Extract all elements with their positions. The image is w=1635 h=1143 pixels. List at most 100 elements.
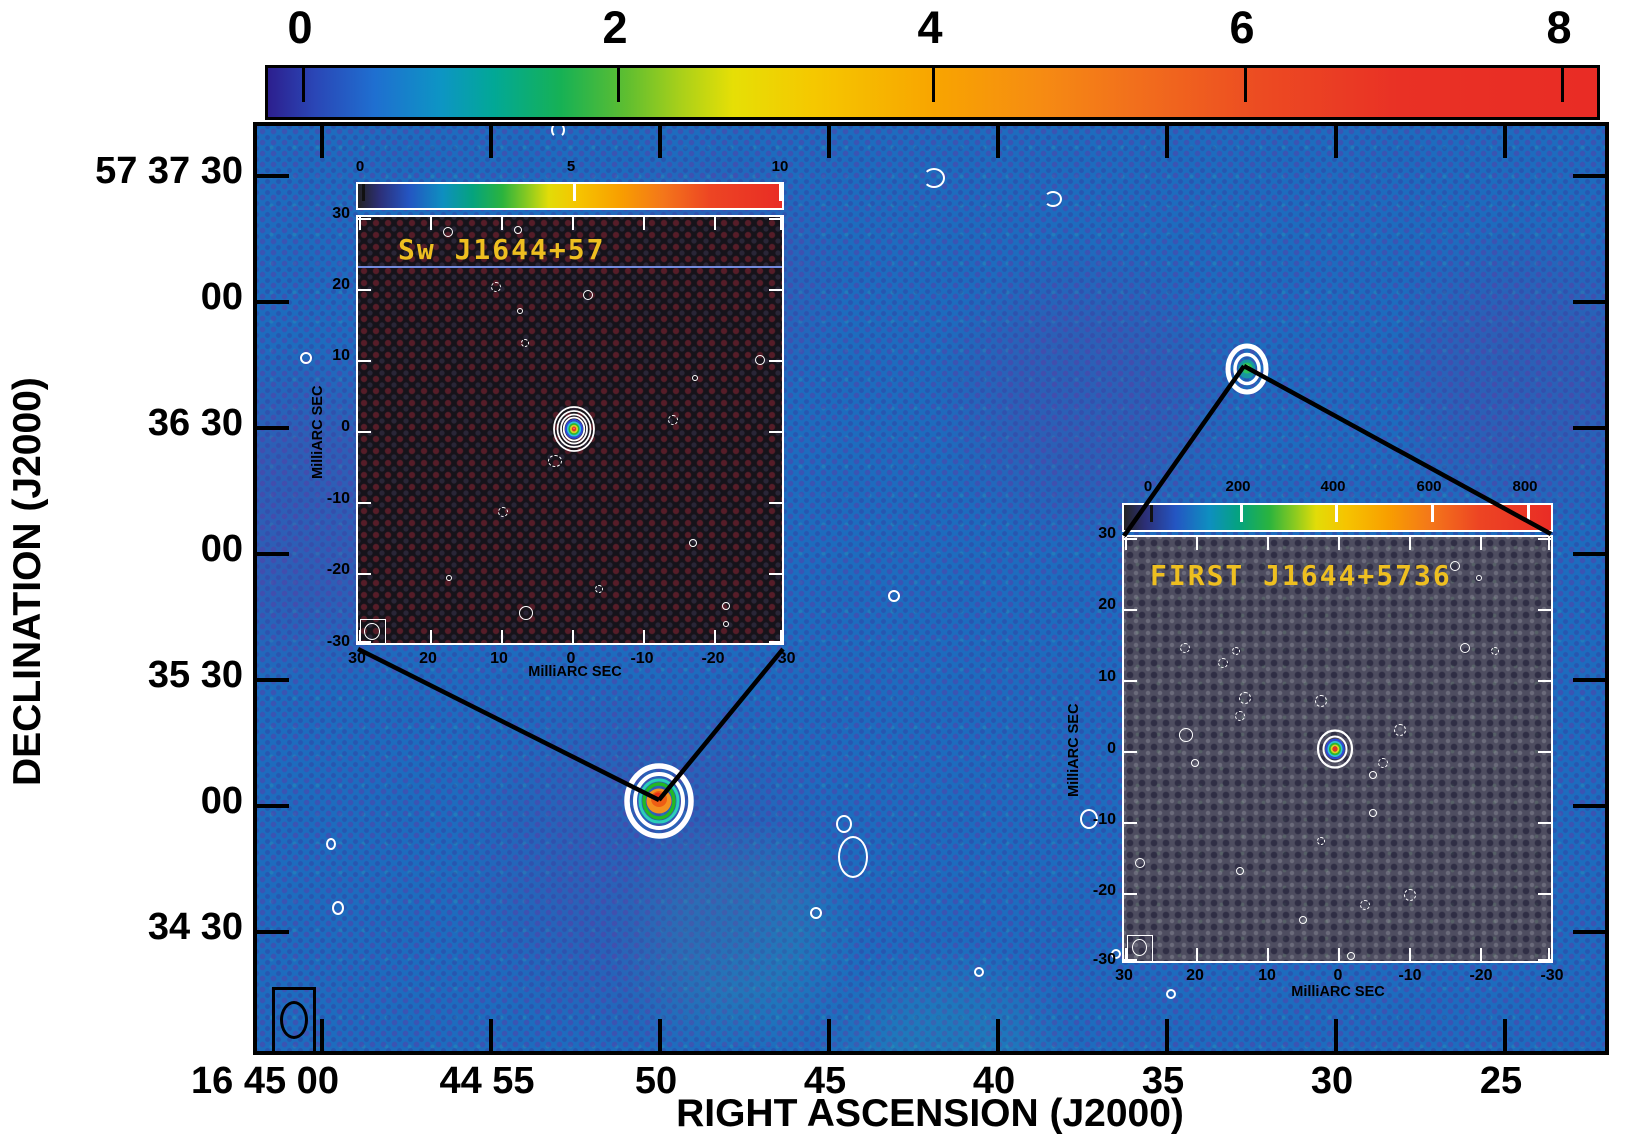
inset-first-colorbar-label: 600: [1416, 478, 1442, 495]
contour-noise: [443, 227, 453, 237]
dec-tick: [1573, 426, 1605, 430]
contour-noise: [722, 602, 730, 610]
contour-noise: [1179, 728, 1193, 742]
contour-noise: [1191, 759, 1199, 767]
ra-tick-label: 16 45 00: [191, 1060, 339, 1102]
ra-tick-label: 44 55: [439, 1060, 535, 1102]
inset-first-x-label: -30: [1540, 967, 1564, 984]
dec-tick: [1573, 552, 1605, 556]
contour-noise: [1317, 837, 1325, 845]
dec-tick-label: 00: [200, 780, 243, 822]
inset-tick: [1124, 751, 1137, 753]
inset-vlbi-y-label: 0: [341, 418, 350, 435]
ra-tick-label: 40: [972, 1060, 1016, 1102]
colorbar-tick: [301, 68, 305, 102]
inset-tick: [1538, 893, 1551, 895]
contour-noise: [888, 590, 900, 602]
inset-vlbi-colorbar-label: 5: [566, 158, 576, 175]
inset-colorbar-tick: [1527, 505, 1530, 522]
contour-noise: [1369, 771, 1377, 779]
inset-tick: [1338, 948, 1340, 961]
contour-noise: [521, 339, 529, 347]
contour-noise: [974, 967, 984, 977]
inset-vlbi-x-label: 30: [348, 650, 366, 667]
inset-vlbi-panel: Sw J1644+57: [356, 215, 784, 645]
source-marker-first-j1644: [1225, 343, 1269, 395]
ra-tick-label: 25: [1479, 1060, 1523, 1102]
inset-colorbar-tick: [573, 184, 576, 201]
inset-tick: [714, 217, 716, 230]
inset-vlbi-colorbar-label: 0: [355, 158, 365, 175]
inset-first-colorbar-label: 200: [1225, 478, 1251, 495]
contour-noise: [1394, 724, 1406, 736]
dec-tick: [1573, 678, 1605, 682]
inset-colorbar-tick: [1150, 505, 1153, 522]
ra-tick: [1334, 1019, 1338, 1051]
ra-tick-label: 30: [1310, 1060, 1354, 1102]
inset-vlbi-y-label: -10: [326, 490, 350, 507]
contour-noise: [332, 901, 344, 915]
inset-tick: [1409, 537, 1411, 550]
inset-first-y-label: -10: [1092, 811, 1116, 828]
ra-tick: [1334, 126, 1338, 158]
inset-first-y-label: 10: [1098, 668, 1116, 685]
ra-tick: [1503, 126, 1507, 158]
contour-noise: [1044, 191, 1062, 207]
inset-first-x-label: 10: [1258, 967, 1276, 984]
inset-colorbar-tick: [1240, 505, 1243, 522]
contour-noise: [1315, 695, 1327, 707]
contour-noise: [326, 838, 336, 850]
inset-vlbi-x-label: -30: [772, 650, 796, 667]
inset-first-beam-box: [1127, 935, 1153, 961]
ra-tick: [996, 126, 1000, 158]
inset-tick: [358, 289, 371, 291]
contour-noise: [923, 168, 945, 188]
contour-noise: [519, 606, 533, 620]
inset-first-yaxis-title: MilliARC SEC: [1066, 703, 1082, 798]
main-colorbar-tick-label: 6: [1229, 2, 1255, 53]
inset-tick: [1124, 538, 1137, 540]
inset-first-x-label: 20: [1186, 967, 1204, 984]
dec-tick: [257, 678, 289, 682]
contour-noise: [498, 507, 508, 517]
main-colorbar-tick-label: 8: [1546, 2, 1572, 53]
colorbar-tick: [1243, 68, 1247, 102]
contour-noise: [692, 375, 698, 381]
contour-noise: [491, 282, 501, 292]
ra-tick: [1503, 1019, 1507, 1051]
contour-noise: [689, 539, 697, 547]
inset-tick: [780, 217, 782, 230]
dec-tick-label: 00: [200, 528, 243, 570]
ra-tick: [489, 1019, 493, 1051]
inset-tick: [769, 502, 782, 504]
dec-tick: [1573, 804, 1605, 808]
inset-tick: [572, 630, 574, 643]
inset-colorbar-tick: [779, 184, 782, 201]
contour-noise: [446, 575, 452, 581]
contour-noise: [1166, 989, 1176, 999]
inset-colorbar-tick: [1431, 505, 1434, 522]
beam-box: [272, 987, 316, 1051]
contour-noise: [1299, 916, 1307, 924]
contour-noise: [1360, 900, 1370, 910]
inset-colorbar-tick: [1335, 505, 1338, 522]
contour-noise: [1450, 561, 1460, 571]
inset-tick: [1548, 948, 1550, 961]
inset-first-x-label: 30: [1115, 967, 1133, 984]
dec-tick: [1573, 300, 1605, 304]
dec-axis-title: DECLINATION (J2000): [6, 377, 49, 787]
inset-tick: [1409, 948, 1411, 961]
negative-contour: [548, 455, 562, 467]
inset-tick: [358, 218, 371, 220]
inset-tick: [769, 431, 782, 433]
dec-tick: [257, 804, 289, 808]
contour-noise: [1404, 889, 1416, 901]
inset-tick: [359, 217, 361, 230]
inset-vlbi-x-label: -20: [701, 650, 725, 667]
inset-tick: [358, 502, 371, 504]
dec-tick: [257, 426, 289, 430]
inset-first-y-label: -20: [1092, 882, 1116, 899]
inset-tick: [780, 630, 782, 643]
inset-tick: [1480, 537, 1482, 550]
main-colorbar-tick-label: 4: [917, 2, 943, 53]
